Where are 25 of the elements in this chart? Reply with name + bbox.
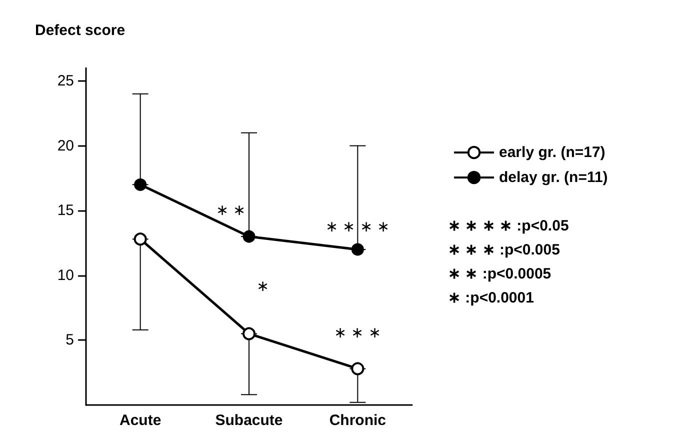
text: ∗ :p<0.0001 bbox=[448, 290, 534, 306]
y-tick-label: 20 bbox=[57, 137, 74, 154]
y-tick-label: 25 bbox=[57, 72, 74, 90]
y-tick-label: 10 bbox=[57, 266, 74, 284]
point bbox=[242, 327, 256, 340]
text: ∗ ∗ ∗ ∗ :p<0.05 bbox=[448, 218, 569, 234]
text: ∗ ∗ ∗ :p<0.005 bbox=[448, 242, 560, 258]
y-axis-title: Defect score bbox=[35, 22, 126, 39]
legend-label: delay gr. (n=11) bbox=[499, 169, 608, 186]
x-tick-label: Acute bbox=[119, 412, 162, 429]
text: ∗ ∗ :p<0.0005 bbox=[448, 266, 552, 282]
annotation: ∗ ∗ ∗ ∗ bbox=[325, 218, 390, 236]
point bbox=[134, 178, 147, 191]
point bbox=[351, 243, 364, 256]
x-tick-label: Subacute bbox=[215, 412, 283, 429]
point bbox=[351, 362, 364, 376]
x-tick-label: Chronic bbox=[329, 412, 386, 429]
point bbox=[134, 232, 147, 246]
annotation: ∗ ∗ bbox=[216, 202, 246, 220]
annotation: ∗ ∗ ∗ bbox=[334, 324, 382, 342]
annotation: ∗ bbox=[256, 278, 270, 295]
legend-label: early gr. (n=17) bbox=[499, 144, 606, 161]
point bbox=[242, 230, 256, 243]
y-tick-label: 5 bbox=[66, 332, 74, 349]
y-tick-label: 15 bbox=[57, 202, 74, 220]
